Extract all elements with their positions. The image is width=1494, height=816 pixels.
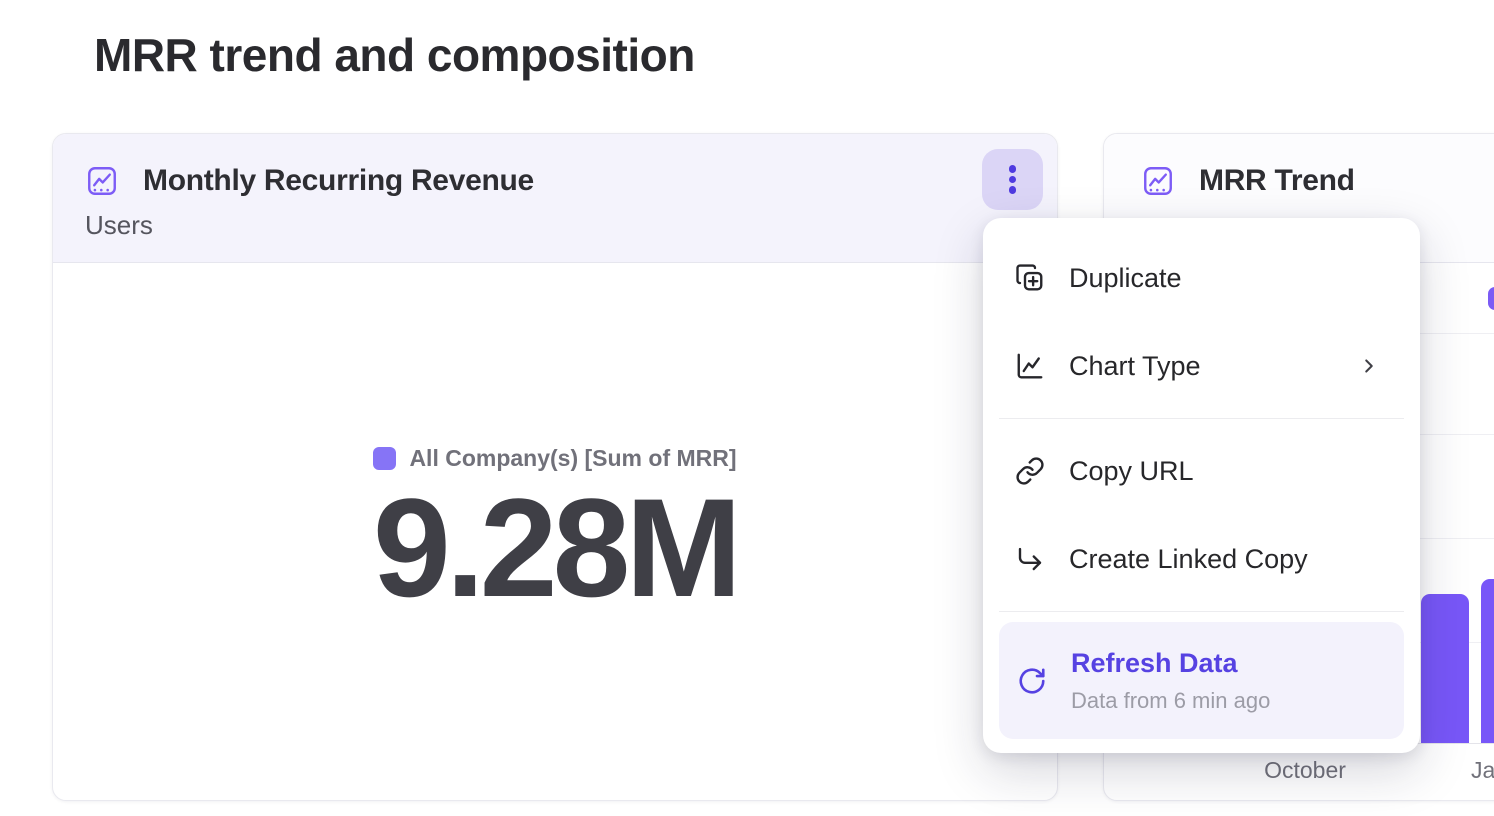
refresh-data-label: Refresh Data — [1071, 647, 1238, 678]
chevron-right-icon — [1358, 355, 1380, 377]
kebab-menu-button[interactable] — [982, 149, 1043, 210]
legend-color-swatch — [373, 446, 397, 470]
refresh-icon — [1017, 666, 1047, 696]
legend-label: All Company(s) [Sum of MRR] — [409, 444, 737, 471]
menu-item-refresh-data[interactable]: Refresh Data Data from 6 min ago — [999, 622, 1404, 739]
x-tick-label: October — [1264, 757, 1346, 783]
duplicate-icon — [1015, 263, 1045, 293]
mrr-card-header: Monthly Recurring Revenue Users — [53, 134, 1057, 263]
menu-item-copy-url[interactable]: Copy URL — [999, 427, 1404, 515]
trend-bar-0[interactable] — [1421, 594, 1469, 743]
mrr-kpi-body: All Company(s) [Sum of MRR] 9.28M — [53, 263, 1057, 800]
menu-item-label: Copy URL — [1069, 455, 1194, 486]
trend-card-title: MRR Trend — [1199, 164, 1355, 197]
menu-item-chart-type[interactable]: Chart Type — [999, 322, 1404, 410]
menu-item-create-linked-copy[interactable]: Create Linked Copy — [999, 515, 1404, 603]
trend-legend-color-swatch — [1488, 287, 1494, 310]
menu-item-label: Duplicate — [1069, 262, 1182, 293]
menu-divider — [999, 418, 1404, 419]
mrr-card-subtitle: Users — [85, 210, 153, 240]
menu-item-label: Chart Type — [1069, 350, 1201, 381]
linked-copy-icon — [1015, 544, 1045, 574]
link-icon — [1015, 456, 1045, 486]
chart-widget-icon — [1141, 164, 1175, 198]
mrr-legend: All Company(s) [Sum of MRR] — [373, 444, 737, 472]
menu-divider — [999, 611, 1404, 612]
menu-item-label: Create Linked Copy — [1069, 543, 1308, 574]
kebab-icon — [1008, 165, 1017, 173]
chart-type-icon — [1015, 351, 1045, 381]
x-tick-label: Ja — [1471, 757, 1494, 783]
kpi-value: 9.28M — [372, 468, 742, 626]
trend-bar-1[interactable] — [1481, 579, 1494, 743]
mrr-card-title: Monthly Recurring Revenue — [143, 164, 534, 197]
chart-widget-icon — [85, 164, 119, 198]
refresh-data-sublabel: Data from 6 min ago — [1071, 687, 1271, 713]
page-title: MRR trend and composition — [94, 29, 695, 81]
mrr-card: Monthly Recurring Revenue Users All Comp… — [52, 133, 1058, 801]
card-context-menu: Duplicate Chart Type Copy URL — [983, 218, 1420, 753]
menu-item-duplicate[interactable]: Duplicate — [999, 234, 1404, 322]
